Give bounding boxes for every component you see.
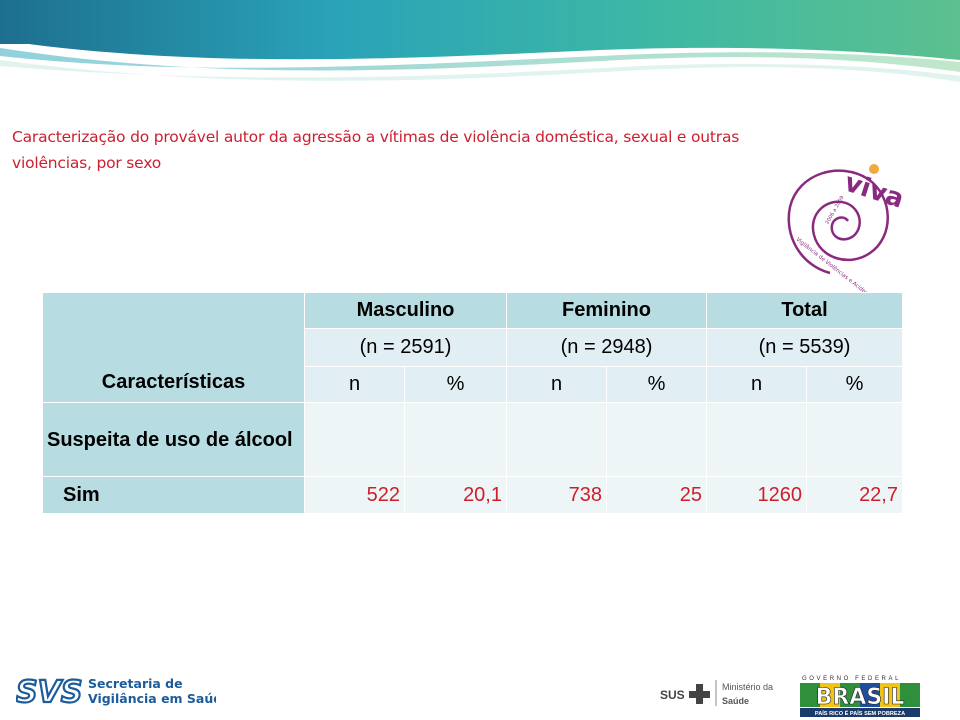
section-label: Suspeita de uso de álcool <box>42 402 305 477</box>
subhead-n: n <box>506 366 607 403</box>
viva-logo: viva Vigilância de Violências e Acidente… <box>787 164 908 295</box>
sus-cross-icon <box>689 684 710 704</box>
slide-subtitle: Caracterização do provável autor da agre… <box>12 128 740 172</box>
sus-ministerio-logo: SUS Ministério da Saúde <box>660 680 773 706</box>
subhead-percent: % <box>606 366 707 403</box>
size-total: (n = 5539) <box>706 328 903 367</box>
value-cell: 22,7 <box>806 476 903 514</box>
svg-text:SVS: SVS <box>16 675 82 710</box>
value-cell: 522 <box>304 476 405 514</box>
subhead-n: n <box>706 366 807 403</box>
subhead-percent: % <box>806 366 903 403</box>
characteristics-table: Características Masculino Feminino Total… <box>42 292 903 514</box>
table-row: Sim 522 20,1 738 25 1260 22,7 <box>42 476 903 514</box>
subhead-percent: % <box>404 366 507 403</box>
empty-cell <box>806 402 903 477</box>
empty-cell <box>304 402 405 477</box>
brasil-text: BRASIL <box>816 685 905 710</box>
viva-small-text: Vigilância de Violências e Acidentes <box>795 236 877 295</box>
group-masculino: Masculino <box>304 292 507 329</box>
svs-line1: Secretaria de <box>88 676 183 691</box>
brasil-slogan: PAÍS RICO É PAÍS SEM POBREZA <box>815 709 905 717</box>
value-cell: 20,1 <box>404 476 507 514</box>
row-label: Sim <box>42 476 305 514</box>
empty-cell <box>706 402 807 477</box>
group-total: Total <box>706 292 903 329</box>
empty-cell <box>404 402 507 477</box>
viva-wordmark: viva <box>841 168 908 215</box>
empty-cell <box>506 402 607 477</box>
subhead-n: n <box>304 366 405 403</box>
ministerio-line1: Ministério da <box>722 682 773 692</box>
empty-cell <box>606 402 707 477</box>
governo-text: GOVERNO FEDERAL <box>802 676 901 682</box>
value-cell: 738 <box>506 476 607 514</box>
subheader-row: n % n % n % <box>43 366 903 403</box>
sus-text: SUS <box>660 688 685 702</box>
ministerio-line2: Saúde <box>722 696 749 706</box>
header-wave-banner <box>0 0 960 82</box>
group-feminino: Feminino <box>506 292 707 329</box>
svs-line2: Vigilância em Saúde <box>88 691 216 706</box>
size-masculino: (n = 2591) <box>304 328 507 367</box>
section-row: Suspeita de uso de álcool <box>42 402 903 477</box>
brasil-governo-federal-logo: GOVERNO FEDERAL BRASIL PAÍS RICO É PAÍS … <box>800 676 920 717</box>
value-cell: 25 <box>606 476 707 514</box>
viva-dot <box>869 164 879 174</box>
value-cell: 1260 <box>706 476 807 514</box>
size-feminino: (n = 2948) <box>506 328 707 367</box>
group-header-row: Características Masculino Feminino Total <box>42 292 903 403</box>
svs-logo: SVS Secretaria de Vigilância em Saúde <box>16 674 216 711</box>
characteristics-header: Características <box>42 292 305 403</box>
sample-size-row: (n = 2591) (n = 2948) (n = 5539) <box>43 328 903 367</box>
